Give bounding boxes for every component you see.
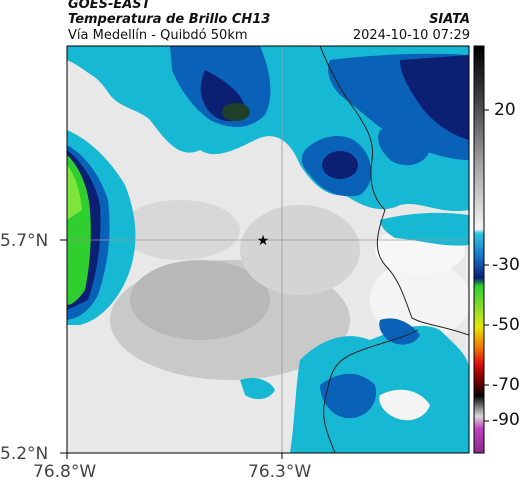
colorbar-tick-minus90: -90 xyxy=(492,410,520,430)
colorbar-tick-minus30: -30 xyxy=(492,255,520,275)
lat-label-5-7: 5.7°N xyxy=(0,231,49,251)
department-border xyxy=(319,46,469,336)
lon-label-76-8: 76.8°W xyxy=(33,462,97,482)
satellite-title: GOES-EAST xyxy=(68,0,151,12)
route-label: Vía Medellín - Quibdó 50km xyxy=(68,28,248,43)
colorbar xyxy=(473,45,485,454)
map-frame xyxy=(66,45,470,454)
cloud-field xyxy=(67,46,469,453)
colorbar-tick-minus70: -70 xyxy=(492,375,520,395)
colorbar-tick-20: 20 xyxy=(494,100,516,120)
colorbar-tick-minus50: -50 xyxy=(492,315,520,335)
location-star-icon: ★ xyxy=(257,233,270,249)
department-border-south xyxy=(323,329,419,453)
org-label: SIATA xyxy=(429,12,470,27)
lat-label-5-2: 5.2°N xyxy=(0,444,49,464)
datetime-label: 2024-10-10 07:29 xyxy=(352,28,470,43)
lon-label-76-3: 76.3°W xyxy=(248,462,312,482)
product-title: Temperatura de Brillo CH13 xyxy=(68,12,271,27)
